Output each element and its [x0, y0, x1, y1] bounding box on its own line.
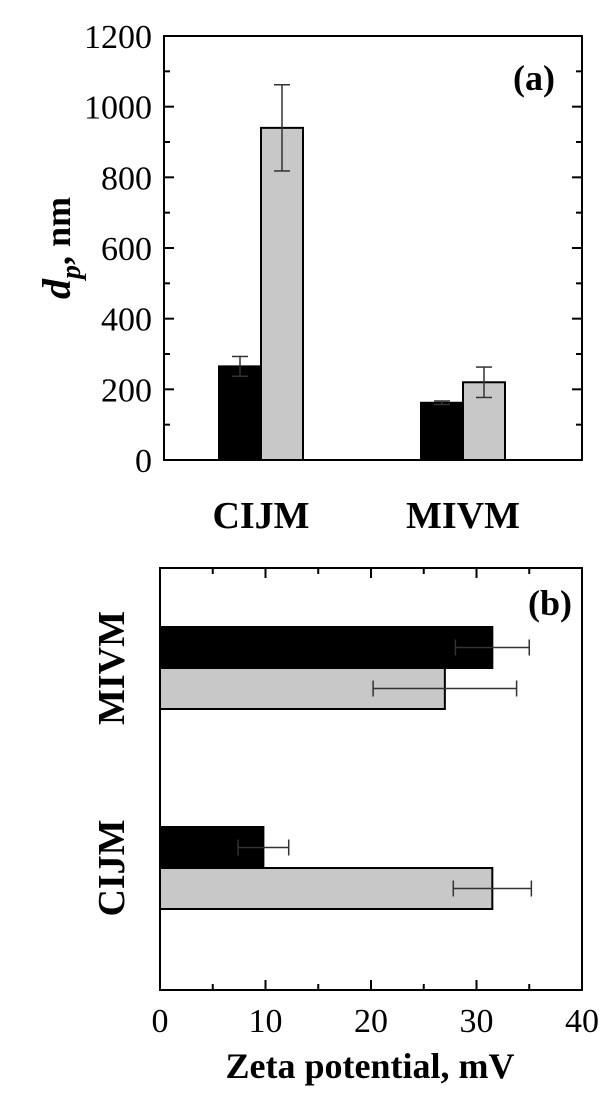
- x-tick-label: 0: [152, 1003, 169, 1040]
- x-tick-label: 10: [249, 1003, 283, 1040]
- panel-a-category-label: CIJM: [212, 495, 309, 537]
- panel-a-y-axis-unit: , nm: [38, 197, 78, 265]
- panel-a-y-ticks: 0 200 400 600 800 1000 1200: [84, 19, 582, 480]
- y-tick-label: 400: [101, 302, 152, 339]
- bar: [420, 401, 464, 462]
- y-tick-label: 800: [101, 160, 152, 197]
- panel-b-bar-chart: 0 10 20 30 40 (b) MIVM CIJM Zeta potential, …: [91, 567, 599, 1086]
- panel-a-label: (a): [513, 58, 555, 98]
- x-tick-label: 20: [354, 1003, 388, 1040]
- y-tick-label: 600: [101, 231, 152, 268]
- y-tick-label: 1000: [84, 90, 152, 127]
- y-tick-label: 0: [135, 443, 152, 480]
- panel-a-category-label: MIVM: [406, 495, 520, 537]
- bar: [218, 365, 262, 461]
- svg-text:dp, nm: dp, nm: [34, 197, 87, 299]
- panel-a-bar-chart: 0 200 400 600 800 1000 1200 (a) dp, nm CIJM MI…: [34, 19, 583, 537]
- y-tick-label: 1200: [84, 19, 152, 56]
- panel-a-bars: [218, 84, 506, 462]
- panel-b-x-ticks: 0 10 20 30 40: [152, 568, 599, 1040]
- y-tick-label: 200: [101, 372, 152, 409]
- panel-b-category-label: CIJM: [91, 819, 133, 916]
- x-tick-label: 30: [460, 1003, 494, 1040]
- panel-a-y-axis-subscript: p: [56, 265, 87, 281]
- bar: [159, 867, 494, 910]
- panel-a-y-axis-symbol: d: [34, 278, 79, 299]
- panel-b-category-label: MIVM: [91, 611, 133, 725]
- panel-b-x-axis-title: Zeta potential, mV: [226, 1046, 515, 1086]
- panel-b-label: (b): [528, 583, 572, 623]
- panel-a-y-axis-title: dp, nm: [34, 197, 87, 299]
- bar: [159, 626, 494, 669]
- bar: [260, 126, 304, 461]
- x-tick-label: 40: [565, 1003, 599, 1040]
- panel-b-bars: [159, 626, 533, 910]
